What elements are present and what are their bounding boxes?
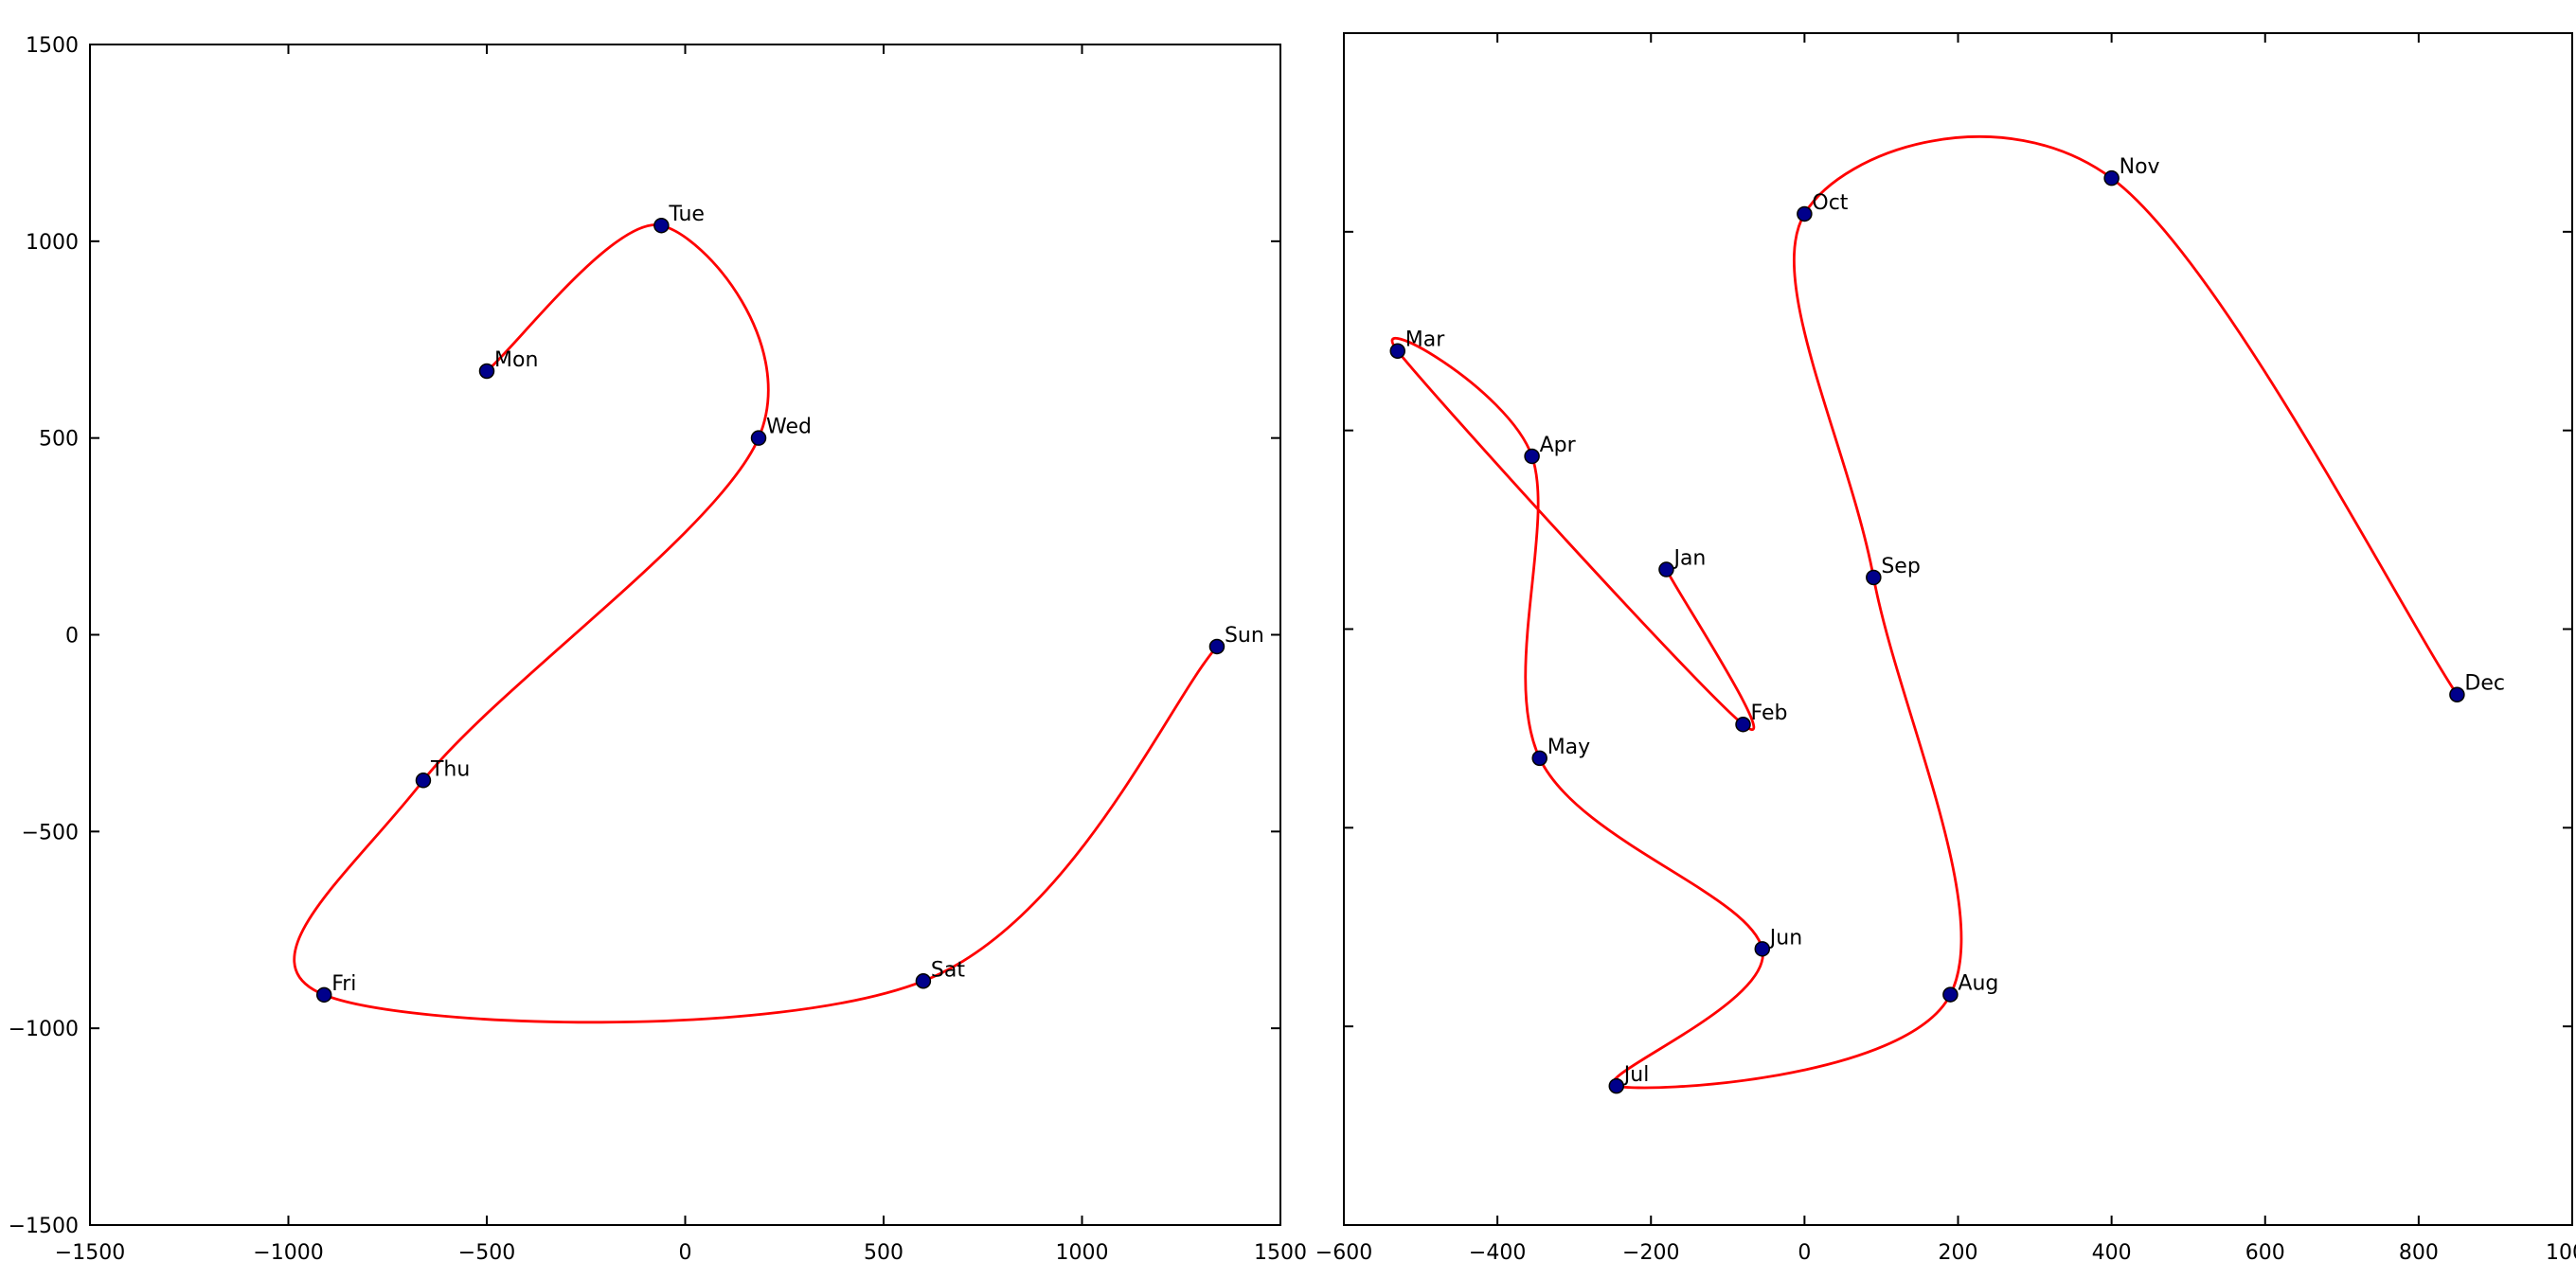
- y-tick-label: −500: [22, 821, 79, 844]
- point-marker-feb: [1735, 716, 1751, 733]
- point-marker-fri: [315, 986, 332, 1004]
- point-marker-tue: [653, 217, 670, 234]
- point-marker-jun: [1754, 941, 1771, 957]
- point-label-mar: Mar: [1405, 329, 1445, 352]
- point-label-jul: Jul: [1622, 1063, 1650, 1087]
- point-marker-jul: [1608, 1077, 1625, 1094]
- x-tick-label: −500: [458, 1241, 515, 1265]
- x-tick-label: 1000: [2546, 1241, 2576, 1265]
- x-tick-label: −1500: [55, 1241, 125, 1265]
- y-tick-label: 0: [65, 625, 79, 648]
- point-marker-mar: [1389, 343, 1405, 359]
- point-label-apr: Apr: [1540, 434, 1577, 457]
- point-marker-sat: [915, 973, 932, 989]
- point-marker-nov: [2103, 169, 2120, 187]
- point-marker-dec: [2449, 686, 2465, 702]
- point-label-jun: Jun: [1768, 926, 1802, 950]
- x-tick-label: 500: [864, 1241, 903, 1265]
- x-tick-label: 0: [1798, 1241, 1811, 1265]
- x-tick-label: 600: [2245, 1241, 2285, 1265]
- point-marker-jan: [1658, 561, 1674, 577]
- y-tick-label: 500: [39, 428, 79, 452]
- weekdays-chart-svg: −1500 −1000 −500 0 500 1000 1500 −1500 −1000 −500…: [9, 34, 1307, 1265]
- x-tick-label: 400: [2092, 1241, 2132, 1265]
- point-label-feb: Feb: [1751, 702, 1788, 725]
- weekdays-spline-curve: [293, 223, 1219, 1024]
- x-tick-label: 0: [679, 1241, 692, 1265]
- point-label-tue: Tue: [668, 203, 705, 226]
- point-marker-oct: [1797, 205, 1813, 222]
- point-label-sat: Sat: [931, 958, 965, 982]
- x-tick-label: 1500: [1254, 1241, 1307, 1265]
- point-label-may: May: [1547, 736, 1590, 759]
- point-label-aug: Aug: [1958, 972, 1998, 996]
- point-label-nov: Nov: [2120, 155, 2160, 179]
- point-marker-thu: [415, 773, 432, 789]
- y-tick-label: 1000: [26, 231, 79, 255]
- point-label-dec: Dec: [2464, 672, 2505, 696]
- point-marker-sep: [1866, 569, 1882, 586]
- point-label-fri: Fri: [331, 972, 356, 996]
- weekday-spline-chart: −1500 −1000 −500 0 500 1000 1500 −1500 −1000 −500…: [9, 34, 1307, 1265]
- y-tick-label: −1500: [9, 1215, 79, 1238]
- point-marker-wed: [750, 430, 767, 446]
- point-label-mon: Mon: [494, 348, 538, 372]
- months-chart-svg: −600 −400 −200 0 200 400 600 800 1000 Jan Feb Mar Ap…: [1315, 32, 2576, 1265]
- x-tick-label: −1000: [253, 1241, 323, 1265]
- point-label-sun: Sun: [1225, 624, 1264, 648]
- point-label-oct: Oct: [1812, 191, 1848, 215]
- point-label-jan: Jan: [1672, 547, 1706, 571]
- x-tick-label: 1000: [1056, 1241, 1109, 1265]
- point-label-thu: Thu: [430, 757, 470, 781]
- x-tick-label: 800: [2399, 1241, 2439, 1265]
- point-label-sep: Sep: [1881, 555, 1920, 578]
- x-tick-label: −400: [1469, 1241, 1526, 1265]
- point-marker-aug: [1942, 986, 1959, 1003]
- point-marker-apr: [1524, 448, 1540, 465]
- month-spline-chart: −600 −400 −200 0 200 400 600 800 1000 Jan Feb Mar Ap…: [1307, 0, 2576, 1279]
- point-marker-may: [1531, 750, 1547, 767]
- point-marker-sun: [1208, 638, 1225, 655]
- y-tick-label: 1500: [26, 34, 79, 58]
- y-tick-label: −1000: [9, 1018, 79, 1041]
- x-tick-label: −600: [1315, 1241, 1372, 1265]
- point-label-wed: Wed: [766, 416, 812, 439]
- x-tick-label: −200: [1622, 1241, 1679, 1265]
- months-spline-curve: [1390, 135, 2459, 1090]
- point-marker-mon: [478, 363, 495, 380]
- x-tick-label: 200: [1939, 1241, 1978, 1265]
